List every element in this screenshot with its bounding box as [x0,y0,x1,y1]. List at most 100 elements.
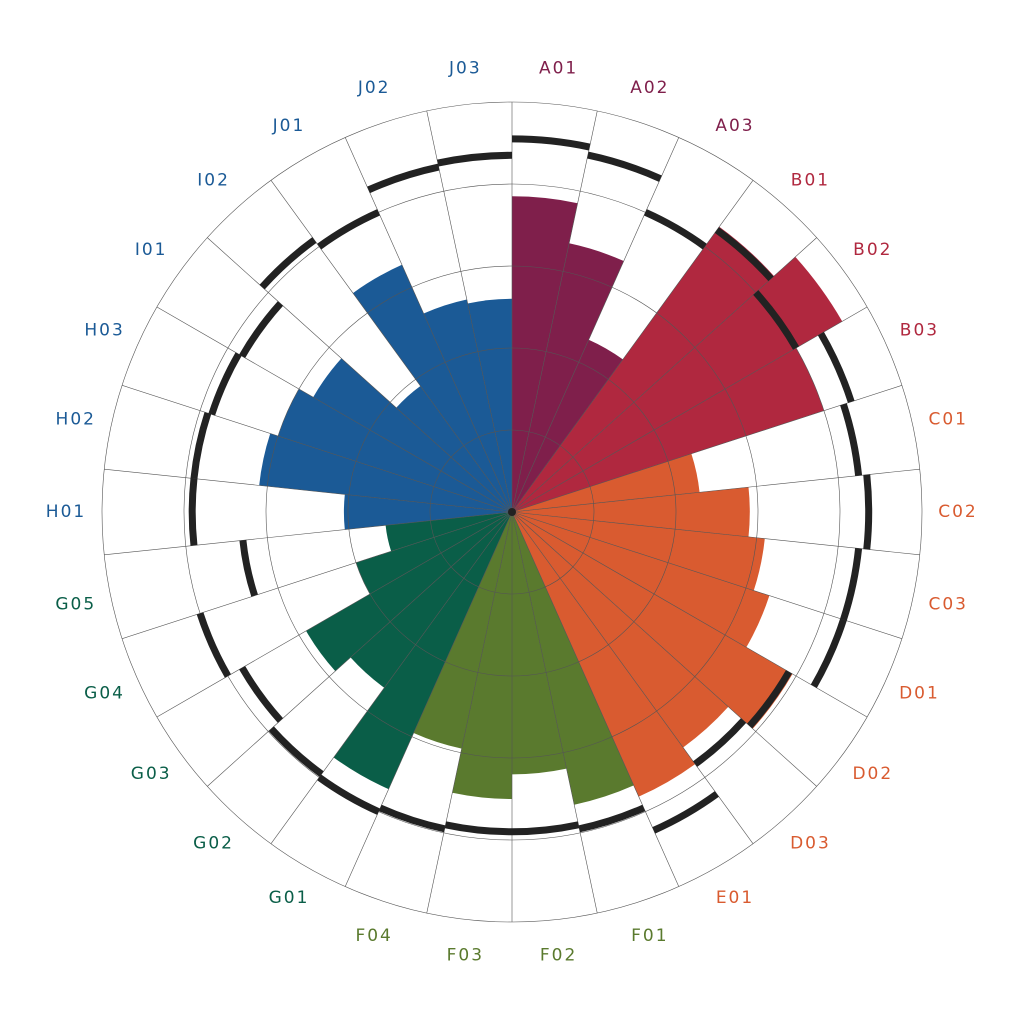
target-arc [863,474,873,550]
spoke [511,180,754,513]
target-arc [196,612,231,678]
spoke [511,511,868,718]
category-label: H02 [56,409,96,429]
bar [512,226,775,512]
category-label: C01 [928,409,968,429]
target-arc [810,618,847,688]
bar [512,453,700,512]
target-arc [578,804,646,833]
category-label: J03 [448,58,482,78]
spoke [344,511,513,887]
bar [333,512,512,790]
spoke [156,511,513,718]
target-arc [317,209,381,250]
target-arc [259,237,317,290]
category-label: F01 [631,926,668,946]
spoke [511,511,903,639]
category-label: D03 [790,833,831,853]
category-label: I01 [135,240,168,260]
bar [512,512,770,648]
spoke [104,468,513,513]
spoke [121,385,513,513]
spoke [270,511,513,844]
bar [352,264,512,512]
spoke [426,511,513,914]
bar [512,256,843,512]
bar [512,512,765,591]
spoke [511,306,868,513]
category-label: G05 [55,595,96,615]
spoke [207,511,513,787]
spoke [104,511,513,556]
spoke [270,180,513,513]
category-label: G01 [269,888,310,908]
spoke [511,511,920,556]
target-arc [208,352,242,416]
target-arc [587,151,662,182]
bar [512,512,696,797]
bar [259,433,512,512]
target-arc [511,821,580,836]
target-arc [190,412,212,479]
category-label: G04 [84,683,125,703]
bar [512,348,824,512]
spoke [511,511,598,914]
target-arc [753,290,800,350]
category-label: B03 [900,321,939,341]
spoke [511,137,680,513]
bar [356,512,512,594]
category-label: D01 [899,683,940,703]
category-label: A02 [630,78,669,98]
category-label: B02 [853,240,892,260]
bar [396,385,512,512]
spoke [511,511,817,787]
spoke [511,110,598,513]
target-arc [747,670,792,729]
spoke [207,237,513,513]
bar [350,512,512,688]
bar [512,339,623,512]
bar [512,512,729,748]
target-arc [652,791,719,834]
bar [512,196,578,513]
target-arc [714,227,774,282]
spoke [511,511,754,844]
bar [423,299,512,512]
target-arc [188,478,198,546]
category-label: G03 [131,764,172,784]
category-label: C02 [938,502,978,522]
bar [413,512,512,749]
target-arc [239,666,284,723]
category-label: I02 [197,171,230,191]
bar [512,512,793,729]
spoke [344,137,513,513]
spoke [511,468,920,513]
category-label: J01 [272,116,306,136]
target-arc [239,301,284,358]
spoke [511,237,817,513]
category-label: F04 [355,926,392,946]
category-label: G02 [193,833,234,853]
bar [452,512,512,800]
target-arc [437,151,513,167]
category-label: H03 [84,321,124,341]
category-label: C03 [928,595,968,615]
center-dot [508,508,516,516]
bar [343,494,512,530]
category-label: D02 [852,764,893,784]
target-arc [317,774,381,815]
target-arc [840,548,863,621]
category-label: F03 [447,946,484,966]
spoke [511,511,680,887]
category-label: H01 [46,502,86,522]
target-arc [444,821,513,836]
target-arc [239,539,258,597]
spoke [511,385,903,513]
spoke [121,511,513,639]
bar [306,512,512,672]
target-arc [693,718,747,767]
category-label: J02 [357,78,391,98]
bar [313,358,512,512]
target-arc [511,135,591,151]
